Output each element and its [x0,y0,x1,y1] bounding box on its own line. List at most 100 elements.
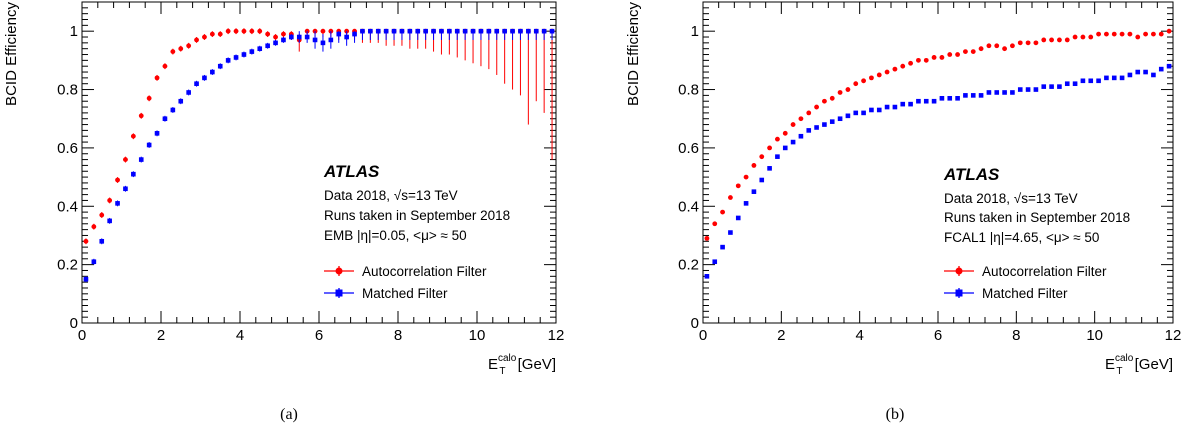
data-point [1033,40,1039,46]
data-point [1088,34,1094,40]
data-point [1057,37,1062,43]
data-point [217,31,223,37]
data-point [955,52,960,57]
data-point [415,28,421,34]
series-matched [83,28,555,283]
data-point [526,28,531,34]
data-point [822,98,827,104]
data-point [892,104,898,110]
data-point [1025,40,1031,46]
data-point [1143,69,1148,75]
data-point [249,28,255,34]
data-point [759,154,765,160]
x-tick-label: 10 [1086,327,1103,344]
y-tick-label: 0.8 [57,82,78,99]
data-point [1151,72,1156,78]
legend-entry: Matched Filter [362,286,448,301]
data-point [1064,37,1070,43]
legend-marker [335,267,343,275]
data-point [814,104,819,110]
data-point [107,198,113,203]
data-point [154,75,160,81]
data-point [759,177,765,183]
data-point [728,230,733,235]
x-tick-label: 8 [394,327,402,344]
x-axis-label-sub: T [499,366,505,377]
x-tick-label: 10 [469,327,486,344]
data-point [908,101,913,107]
x-axis-label-unit: [GeV] [513,356,556,373]
data-point [138,157,144,162]
x-axis-label-main: E [1105,356,1115,373]
data-point [845,113,851,119]
data-point [439,28,444,34]
info-line: Data 2018, √s=13 TeV [324,188,458,203]
data-point [83,238,89,244]
data-point [368,28,373,34]
data-point [1002,46,1007,52]
x-axis-label-sub: T [1116,366,1122,377]
data-point [829,119,835,124]
data-point [249,49,255,54]
series-autocorrelation [704,28,1172,241]
chart-panel-b: 0 2 4 6 8 10 12 0 0.2 0.4 0.6 0.8 1 BCID Efficiency Ec… [625,1,1181,423]
x-tick-label: 0 [78,327,86,344]
data-point [265,31,271,37]
data-point [869,107,874,113]
data-point [312,37,318,43]
data-point [798,116,804,122]
data-point [845,87,851,92]
data-point [1088,78,1094,84]
data-point [273,40,278,46]
data-point [478,28,484,34]
data-point [876,107,882,113]
data-point [510,28,515,34]
data-point [963,93,968,98]
data-point [533,28,539,34]
data-point [549,28,555,34]
data-point [775,136,780,142]
y-axis-label: BCID Efficiency [3,2,20,106]
x-axis-label-main: E [488,356,498,373]
data-point [486,28,492,34]
data-point [735,183,741,189]
atlas-label: ATLAS [943,165,1000,184]
data-point [1025,87,1031,92]
data-point [947,52,953,57]
legend-marker [335,289,343,297]
data-point [454,28,460,34]
legend-entry: Autocorrelation Filter [362,264,487,279]
data-point [115,177,120,183]
data-point [884,104,890,110]
data-point [1064,81,1070,87]
data-point [1057,84,1062,89]
data-point [1119,31,1125,37]
data-point [1080,34,1086,40]
data-point [963,49,968,55]
data-point [289,34,294,40]
data-point [1166,63,1172,69]
data-point [1135,34,1141,40]
data-point [131,171,136,177]
data-point [225,58,231,63]
data-point [225,28,231,34]
y-tick-label: 0 [70,315,78,332]
subfigure-caption: (b) [886,406,905,423]
data-point [470,28,476,34]
data-point [861,110,866,116]
x-axis-label-sup: calo [1115,353,1134,364]
y-tick-label: 0.6 [678,140,699,157]
x-axis-label: Ecalo T [GeV] [488,353,556,377]
info-line: Data 2018, √s=13 TeV [944,191,1078,206]
data-point [1072,81,1078,87]
data-point [767,145,772,151]
data-point [178,98,184,104]
data-point [352,31,357,37]
data-point [233,28,239,34]
data-point [178,46,184,52]
data-point [233,55,239,60]
data-point [900,63,906,69]
data-point [1033,87,1039,92]
y-tick-label: 1 [70,23,78,40]
x-tick-label: 0 [699,327,707,344]
